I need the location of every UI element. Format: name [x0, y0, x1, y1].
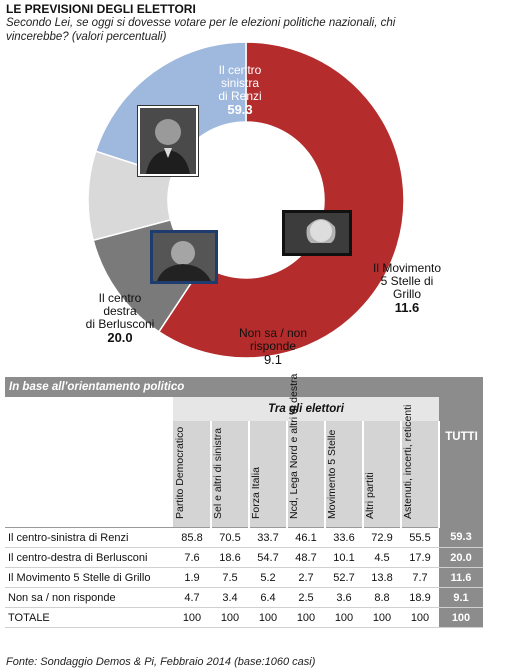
table-cell: 46.1 [287, 527, 325, 548]
table-cell: 7.6 [173, 547, 211, 568]
column-header-4: Movimento 5 Stelle [325, 421, 364, 528]
table-cell: 18.9 [401, 587, 439, 608]
total-cell: 9.1 [439, 587, 483, 608]
table-cell: 17.9 [401, 547, 439, 568]
column-header-3: Ncd, Lega Nord e altri di destra [287, 374, 326, 528]
berlusconi-photo [150, 230, 218, 284]
table-cell: 18.6 [211, 547, 249, 568]
table-row: Non sa / non risponde 4.7 3.4 6.4 2.5 3.6 8.8 1… [5, 587, 483, 608]
table-cell: 10.1 [325, 547, 363, 568]
table-cell: 33.6 [325, 527, 363, 548]
donut-slice-0 [157, 41, 405, 359]
column-header-6: Astenuti, incerti, reticenti [401, 405, 440, 528]
table-cell: 8.8 [363, 587, 401, 608]
table-cell: 7.5 [211, 567, 249, 588]
table-cell: 70.5 [211, 527, 249, 548]
table-cell: 4.7 [173, 587, 211, 608]
grillo-photo [282, 210, 352, 256]
row-label: Non sa / non risponde [5, 587, 173, 608]
chart-title: LE PREVISIONI DEGLI ELETTORI [6, 2, 196, 16]
source-footer: Fonte: Sondaggio Demos & Pi, Febbraio 20… [6, 656, 316, 668]
table-cell: 3.4 [211, 587, 249, 608]
table-cell: 6.4 [249, 587, 287, 608]
total-cell: 100 [439, 607, 483, 628]
row-label: Il Movimento 5 Stelle di Grillo [5, 567, 173, 588]
table-cell: 5.2 [249, 567, 287, 588]
table-cell: 100 [173, 607, 211, 628]
tutti-header: TUTTI [439, 397, 483, 528]
label-movimento-5-stelle: Il Movimento 5 Stelle di Grillo 11.6 [372, 261, 442, 315]
table-cell: 85.8 [173, 527, 211, 548]
table-cell: 3.6 [325, 587, 363, 608]
table-cell: 33.7 [249, 527, 287, 548]
label-centro-destra: Il centro destra di Berlusconi 20.0 [85, 291, 155, 345]
table-row: Il centro-destra di Berlusconi 7.6 18.6 54.… [5, 547, 483, 568]
group-label: Tra gli elettori [173, 397, 439, 421]
table-cell: 52.7 [325, 567, 363, 588]
column-header-0: Partito Democratico [173, 421, 212, 528]
row-label: Il centro-sinistra di Renzi [5, 527, 173, 548]
table-cell: 100 [287, 607, 325, 628]
table-row: Il centro-sinistra di Renzi 85.8 70.5 33.7 4… [5, 527, 483, 548]
table-cell: 7.7 [401, 567, 439, 588]
table-cell: 100 [363, 607, 401, 628]
label-non-sa: Non sa / non risponde 9.1 [238, 326, 308, 367]
total-cell: 59.3 [439, 527, 483, 548]
table-cell: 13.8 [363, 567, 401, 588]
table-cell: 100 [249, 607, 287, 628]
table-cell: 100 [211, 607, 249, 628]
table-cell: 100 [401, 607, 439, 628]
table-row: TOTALE 100 100 100 100 100 100 100 100 [5, 607, 483, 628]
table-cell: 100 [325, 607, 363, 628]
table-cell: 55.5 [401, 527, 439, 548]
table-cell: 2.5 [287, 587, 325, 608]
total-cell: 11.6 [439, 567, 483, 588]
row-label: Il centro-destra di Berlusconi [5, 547, 173, 568]
table-cell: 72.9 [363, 527, 401, 548]
table-row: Il Movimento 5 Stelle di Grillo 1.9 7.5 5.2… [5, 567, 483, 588]
table-cell: 54.7 [249, 547, 287, 568]
table-cell: 48.7 [287, 547, 325, 568]
chart-subtitle: Secondo Lei, se oggi si dovesse votare p… [6, 17, 396, 43]
table-cell: 2.7 [287, 567, 325, 588]
table-cell: 1.9 [173, 567, 211, 588]
column-header-1: Sel e altri di sinistra [211, 421, 250, 528]
row-label: TOTALE [5, 607, 173, 628]
column-header-2: Forza Italia [249, 421, 288, 528]
orientamento-table: In base all'orientamento politico Tra gl… [5, 374, 483, 628]
table-header: In base all'orientamento politico [5, 377, 483, 397]
table-cell: 4.5 [363, 547, 401, 568]
label-centro-sinistra: Il centro sinistra di Renzi 59.3 [218, 63, 262, 117]
renzi-photo [138, 106, 198, 176]
column-header-5: Altri partiti [363, 421, 402, 528]
total-cell: 20.0 [439, 547, 483, 568]
